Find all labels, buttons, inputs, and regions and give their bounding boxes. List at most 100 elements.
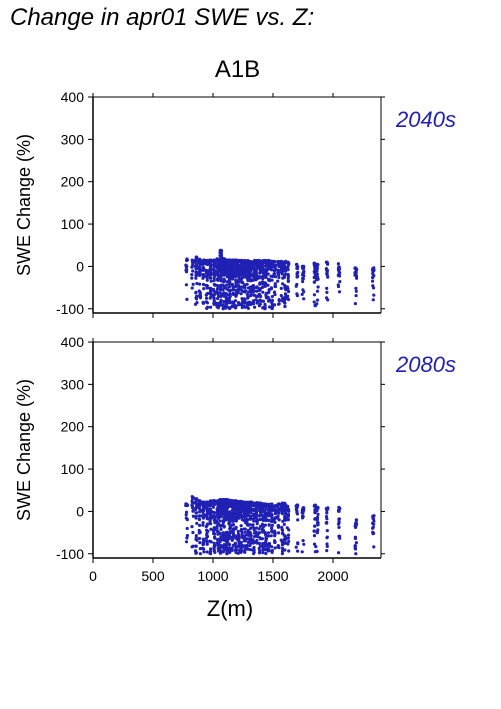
data-point xyxy=(261,290,265,294)
data-point xyxy=(326,298,330,302)
data-point xyxy=(213,521,217,525)
data-point xyxy=(270,520,274,524)
data-point xyxy=(338,534,342,538)
data-point xyxy=(315,302,319,306)
data-point xyxy=(243,513,247,517)
data-point xyxy=(276,545,280,549)
data-point xyxy=(270,530,274,534)
y-tick-label: 0 xyxy=(76,503,84,519)
figure-title: Change in apr01 SWE vs. Z: xyxy=(10,4,315,31)
data-point xyxy=(184,513,188,517)
data-point xyxy=(280,546,285,551)
data-point xyxy=(371,271,375,276)
data-point xyxy=(205,528,209,532)
data-point xyxy=(255,276,259,280)
data-point xyxy=(280,539,284,543)
data-point xyxy=(242,544,247,548)
data-point xyxy=(194,516,198,520)
data-point xyxy=(222,273,226,277)
data-point xyxy=(246,303,250,307)
data-point xyxy=(283,548,287,552)
data-point xyxy=(209,527,213,531)
data-point xyxy=(201,516,205,520)
data-point xyxy=(269,287,273,291)
data-point xyxy=(218,291,222,295)
data-point xyxy=(209,294,213,298)
data-point xyxy=(227,268,231,272)
data-point xyxy=(277,508,281,512)
data-point xyxy=(296,274,300,278)
data-point xyxy=(266,261,270,266)
data-point xyxy=(233,263,237,267)
data-point xyxy=(204,293,208,297)
data-point xyxy=(239,510,243,514)
data-point xyxy=(270,307,274,311)
data-point xyxy=(219,544,223,548)
data-point xyxy=(236,289,240,293)
data-point xyxy=(260,299,264,303)
data-point xyxy=(185,536,189,540)
data-point xyxy=(312,504,316,508)
data-point xyxy=(264,293,268,297)
data-point xyxy=(255,538,259,543)
data-point xyxy=(251,278,255,282)
data-point xyxy=(267,518,271,522)
data-point xyxy=(283,283,287,288)
data-point xyxy=(237,284,241,288)
data-point xyxy=(227,542,231,546)
data-point xyxy=(228,526,232,530)
data-point xyxy=(236,551,240,555)
data-point xyxy=(205,259,209,263)
data-point xyxy=(185,526,189,531)
data-point xyxy=(204,296,209,300)
data-point xyxy=(257,276,261,280)
data-point xyxy=(212,263,216,267)
data-point xyxy=(353,273,357,277)
data-point xyxy=(217,537,221,541)
data-point xyxy=(353,266,357,270)
data-point xyxy=(249,273,253,278)
data-point xyxy=(212,296,216,300)
data-point xyxy=(248,264,252,268)
data-point xyxy=(279,294,283,298)
data-point xyxy=(208,519,212,523)
data-point xyxy=(195,281,199,286)
data-point xyxy=(211,287,215,291)
data-point xyxy=(261,551,265,555)
data-point xyxy=(270,509,274,513)
data-point xyxy=(228,520,232,524)
data-point xyxy=(312,293,316,297)
data-point xyxy=(295,266,299,270)
data-point xyxy=(219,275,223,279)
data-point xyxy=(218,547,222,551)
data-point xyxy=(233,508,237,512)
data-point xyxy=(234,258,238,262)
data-point xyxy=(266,531,271,535)
data-point xyxy=(277,503,281,507)
data-point xyxy=(212,546,216,550)
y-tick-label: 300 xyxy=(61,376,85,392)
data-point xyxy=(241,281,245,285)
data-point xyxy=(325,270,329,274)
data-point xyxy=(202,513,206,517)
period-label: 2080s xyxy=(395,352,456,377)
data-point xyxy=(312,529,316,533)
y-tick-label: 100 xyxy=(61,461,85,477)
data-point xyxy=(198,547,202,551)
data-point xyxy=(218,265,222,269)
data-point xyxy=(239,540,243,545)
data-point xyxy=(195,301,199,305)
data-point xyxy=(230,523,234,527)
data-point xyxy=(233,303,237,307)
data-point xyxy=(276,263,280,267)
data-point xyxy=(249,301,253,306)
data-point xyxy=(372,531,376,535)
data-point xyxy=(233,499,237,503)
data-point xyxy=(270,502,274,506)
data-point xyxy=(191,530,195,535)
data-points xyxy=(184,248,376,311)
data-point xyxy=(336,508,341,512)
data-point xyxy=(286,279,290,283)
data-point xyxy=(316,512,320,517)
data-point xyxy=(316,275,320,279)
